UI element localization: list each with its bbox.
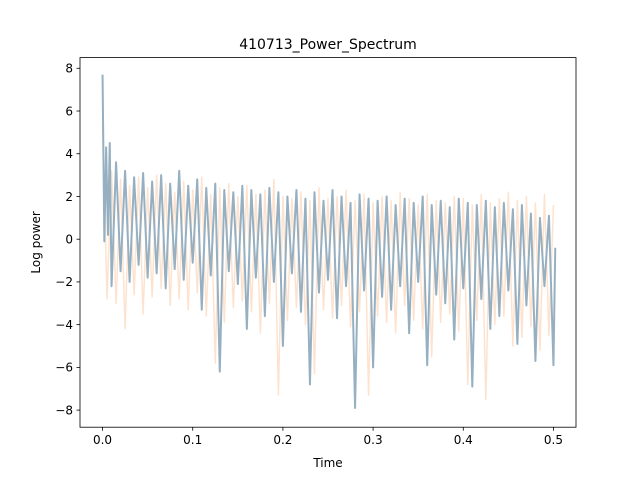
x-axis-label: Time bbox=[312, 456, 342, 470]
y-axis-ticks: −8 −6 −4 −2 0 2 4 6 8 bbox=[55, 62, 80, 417]
x-tick-label: 0.4 bbox=[454, 433, 473, 447]
plot-frame bbox=[79, 57, 577, 428]
series-1-line bbox=[101, 121, 555, 401]
y-tick-label: −6 bbox=[55, 361, 73, 375]
y-tick-label: 0 bbox=[65, 232, 73, 246]
y-tick-label: −2 bbox=[55, 275, 73, 289]
y-tick-label: 8 bbox=[65, 62, 73, 76]
y-tick-label: 6 bbox=[65, 104, 73, 118]
series-2-line bbox=[101, 74, 557, 409]
x-tick-label: 0.3 bbox=[364, 433, 383, 447]
y-tick-label: −4 bbox=[55, 318, 73, 332]
x-tick-label: 0.2 bbox=[273, 433, 292, 447]
y-tick-label: 2 bbox=[65, 190, 73, 204]
x-tick-label: 0.1 bbox=[183, 433, 202, 447]
x-tick-label: 0.0 bbox=[93, 433, 112, 447]
series-layer bbox=[101, 74, 557, 409]
chart-title: 410713_Power_Spectrum bbox=[239, 37, 417, 53]
y-tick-label: 4 bbox=[65, 147, 73, 161]
y-tick-label: −8 bbox=[55, 403, 73, 417]
x-tick-label: 0.5 bbox=[544, 433, 563, 447]
x-axis-ticks: 0.0 0.1 0.2 0.3 0.4 0.5 bbox=[93, 427, 563, 447]
y-axis-label: Log power bbox=[29, 211, 43, 273]
